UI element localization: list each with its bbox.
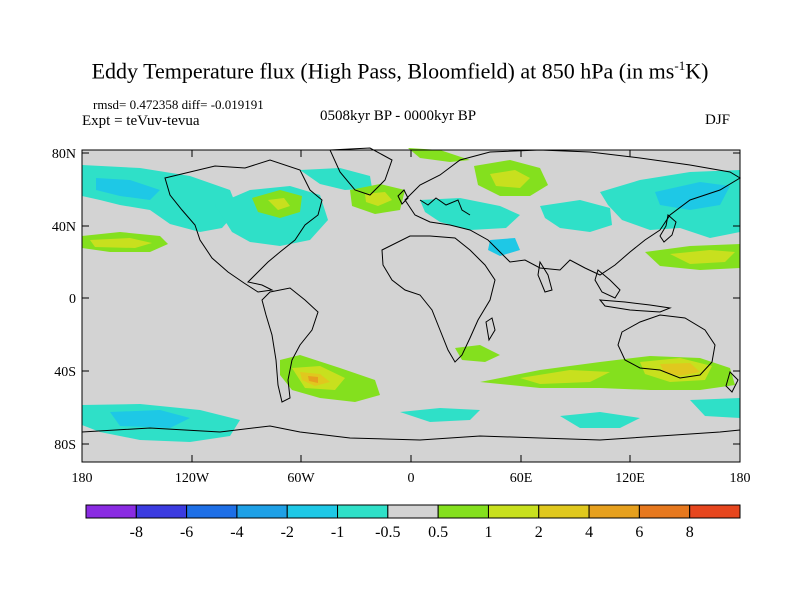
colorbar-label: -1 — [331, 524, 344, 541]
field-atlantic-yellow — [365, 192, 392, 206]
colorbar-box — [236, 504, 288, 519]
tick-marks — [81, 150, 741, 462]
colorbar-label: -6 — [180, 524, 193, 541]
coastline-japan — [659, 214, 677, 243]
colorbar-box — [85, 504, 137, 519]
colorbar-box — [286, 504, 339, 519]
field-southern-ocean-deeper — [110, 410, 190, 428]
coastline-africa — [381, 235, 496, 363]
rmsd-diff-stats: rmsd= 0.472358 diff= -0.019191 — [93, 97, 264, 112]
coastline-europe-detail — [419, 197, 471, 216]
colorbar-label: 2 — [535, 524, 543, 541]
colorbar-boxes — [85, 504, 741, 519]
colorbar-box — [186, 504, 238, 519]
colorbar-box — [487, 504, 540, 519]
x-axis-labels: 180 120W 60W 0 60E 120E 180 — [72, 471, 751, 486]
y-axis-labels: 80N 40N 0 40S 80S — [52, 147, 76, 453]
x-tick-label: 180 — [730, 471, 751, 486]
colorbar-box — [437, 504, 489, 519]
coastline-australia — [617, 314, 716, 379]
field-north-atlantic-blue — [300, 168, 372, 190]
colorbar-label: 8 — [686, 524, 694, 541]
field-pacific-inner-blue — [655, 182, 730, 210]
field-indian-ocean-yellow — [520, 370, 610, 384]
field-east-pacific-yellow — [90, 238, 152, 248]
colorbar-label: -2 — [281, 524, 294, 541]
colorbar-labels: -8 -6 -4 -2 -1 -0.5 0.5 1 2 4 6 8 — [130, 524, 694, 541]
x-tick-label: 120W — [175, 471, 210, 486]
colorbar-label: 4 — [585, 524, 593, 541]
field-hudson-yellow — [268, 198, 290, 210]
field-africa-green — [455, 345, 500, 362]
field-pacific-inner-blue — [96, 178, 160, 200]
x-tick-label: 60W — [287, 471, 315, 486]
coastline-indonesia — [598, 299, 672, 313]
coastline-antarctica — [81, 425, 741, 441]
figure-title: Eddy Temperature flux (High Pass, Bloomf… — [91, 58, 709, 84]
x-tick-label: 180 — [72, 471, 93, 486]
colorbar-box — [538, 504, 590, 519]
coastline-north-america — [164, 159, 323, 293]
colorbar-label: -0.5 — [375, 524, 400, 541]
colorbar: -8 -6 -4 -2 -1 -0.5 0.5 1 2 4 6 8 — [85, 504, 741, 541]
field-mideast-blue — [488, 238, 520, 256]
period-label: 0508kyr BP - 0000kyr BP — [320, 108, 477, 124]
field-south-america-dark — [308, 376, 318, 383]
x-tick-label: 120E — [615, 471, 645, 486]
colorbar-box — [689, 504, 741, 519]
field-australia-orange — [660, 363, 700, 376]
field-europe-blue — [420, 198, 520, 230]
field-west-pacific-yellow — [670, 250, 735, 264]
colorbar-box — [135, 504, 188, 519]
y-tick-label: 0 — [69, 292, 76, 307]
coastline-madagascar — [485, 317, 496, 342]
coastline-southeast-asia — [594, 269, 621, 299]
colorbar-label: -8 — [130, 524, 143, 541]
anomaly-fields — [82, 148, 740, 442]
coastline-uk — [397, 189, 409, 205]
colorbar-label: 0.5 — [428, 524, 448, 541]
season-label: DJF — [705, 112, 731, 128]
x-tick-label: 60E — [510, 471, 533, 486]
field-southern-ocean-blue-2 — [400, 408, 480, 422]
colorbar-box — [588, 504, 640, 519]
x-tick-label: 0 — [408, 471, 415, 486]
colorbar-box — [387, 504, 439, 519]
colorbar-label: -4 — [230, 524, 243, 541]
coastline-new-zealand — [725, 371, 739, 393]
y-tick-label: 40N — [52, 220, 76, 235]
colorbar-box — [337, 504, 389, 519]
colorbar-label: 6 — [635, 524, 643, 541]
colorbar-label: 1 — [484, 524, 492, 541]
field-southern-ocean-blue-3 — [560, 412, 640, 428]
experiment-label: Expt = teVuv-tevua — [82, 113, 200, 129]
y-tick-label: 80N — [52, 147, 76, 162]
y-tick-label: 80S — [54, 438, 76, 453]
coastline-south-america — [261, 287, 319, 403]
field-asia-blue — [540, 200, 612, 232]
field-southern-ocean-blue-4 — [690, 398, 740, 418]
field-eurasia-yellow — [490, 170, 530, 188]
colorbar-box — [638, 504, 691, 519]
coastline-india — [537, 260, 553, 293]
field-arctic-green — [408, 148, 470, 162]
y-tick-label: 40S — [54, 365, 76, 380]
